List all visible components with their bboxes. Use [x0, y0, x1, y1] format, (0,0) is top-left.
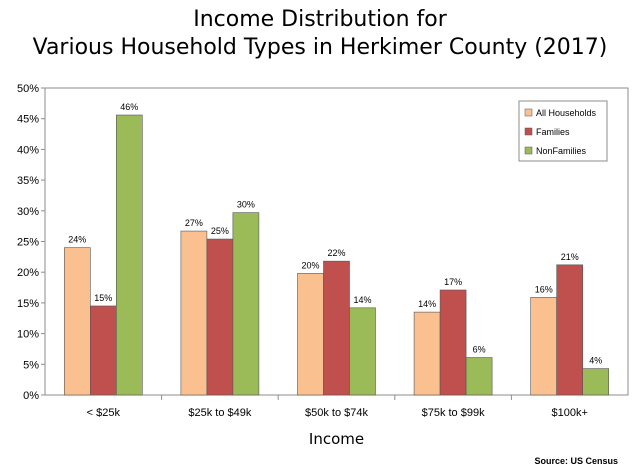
data-label: 22% — [327, 248, 345, 258]
x-tick-label: $75k to $99k — [422, 407, 485, 419]
bar — [323, 260, 350, 396]
data-label: 16% — [535, 284, 553, 294]
data-label: 20% — [301, 260, 319, 270]
x-tick-label: $25k to $49k — [188, 407, 251, 419]
bar — [232, 212, 260, 396]
legend-label: NonFamilies — [536, 146, 587, 156]
y-tick-label: 35% — [17, 175, 39, 187]
bar — [413, 311, 441, 396]
y-tick-label: 0% — [23, 390, 39, 402]
data-label: 27% — [185, 218, 203, 228]
data-label: 21% — [561, 252, 579, 262]
data-label: 14% — [353, 295, 371, 305]
bar — [465, 357, 493, 396]
legend-label: All Households — [536, 108, 597, 118]
bar — [297, 273, 324, 396]
data-label: 4% — [589, 356, 602, 366]
source-note: Source: US Census — [534, 456, 618, 466]
bar — [530, 297, 558, 396]
bar — [349, 307, 376, 396]
bar — [206, 238, 234, 396]
data-label: 24% — [68, 235, 86, 245]
y-tick-label: 10% — [17, 329, 39, 341]
y-tick-label: 40% — [17, 144, 39, 156]
data-label: 15% — [94, 293, 112, 303]
bar — [439, 289, 467, 396]
chart-title-line-2: Various Household Types in Herkimer Coun… — [32, 35, 608, 60]
data-label: 6% — [473, 345, 486, 355]
legend-swatch — [524, 108, 533, 117]
y-tick-label: 30% — [17, 206, 39, 218]
data-label: 46% — [120, 102, 138, 112]
y-tick-label: 20% — [17, 267, 39, 279]
bar — [64, 247, 91, 396]
y-tick-label: 5% — [23, 359, 39, 371]
chart-title-line-1: Income Distribution for — [193, 7, 447, 32]
y-tick-label: 15% — [17, 298, 39, 310]
bar — [90, 305, 117, 396]
x-axis-label: Income — [309, 430, 364, 448]
bar — [180, 230, 208, 396]
bar — [582, 368, 610, 396]
x-tick-label: $50k to $74k — [305, 407, 368, 419]
bar — [556, 264, 584, 396]
legend-swatch — [524, 127, 533, 136]
y-tick-label: 25% — [17, 237, 39, 249]
legend — [518, 100, 608, 162]
data-label: 17% — [444, 277, 462, 287]
x-tick-label: < $25k — [87, 407, 121, 419]
y-tick-label: 50% — [17, 83, 39, 95]
x-tick-label: $100k+ — [551, 407, 587, 419]
legend-label: Families — [536, 127, 570, 137]
bar — [116, 114, 143, 396]
data-label: 30% — [237, 200, 255, 210]
data-label: 14% — [418, 299, 436, 309]
y-tick-label: 45% — [17, 114, 39, 126]
legend-swatch — [524, 146, 533, 155]
data-label: 25% — [211, 226, 229, 236]
